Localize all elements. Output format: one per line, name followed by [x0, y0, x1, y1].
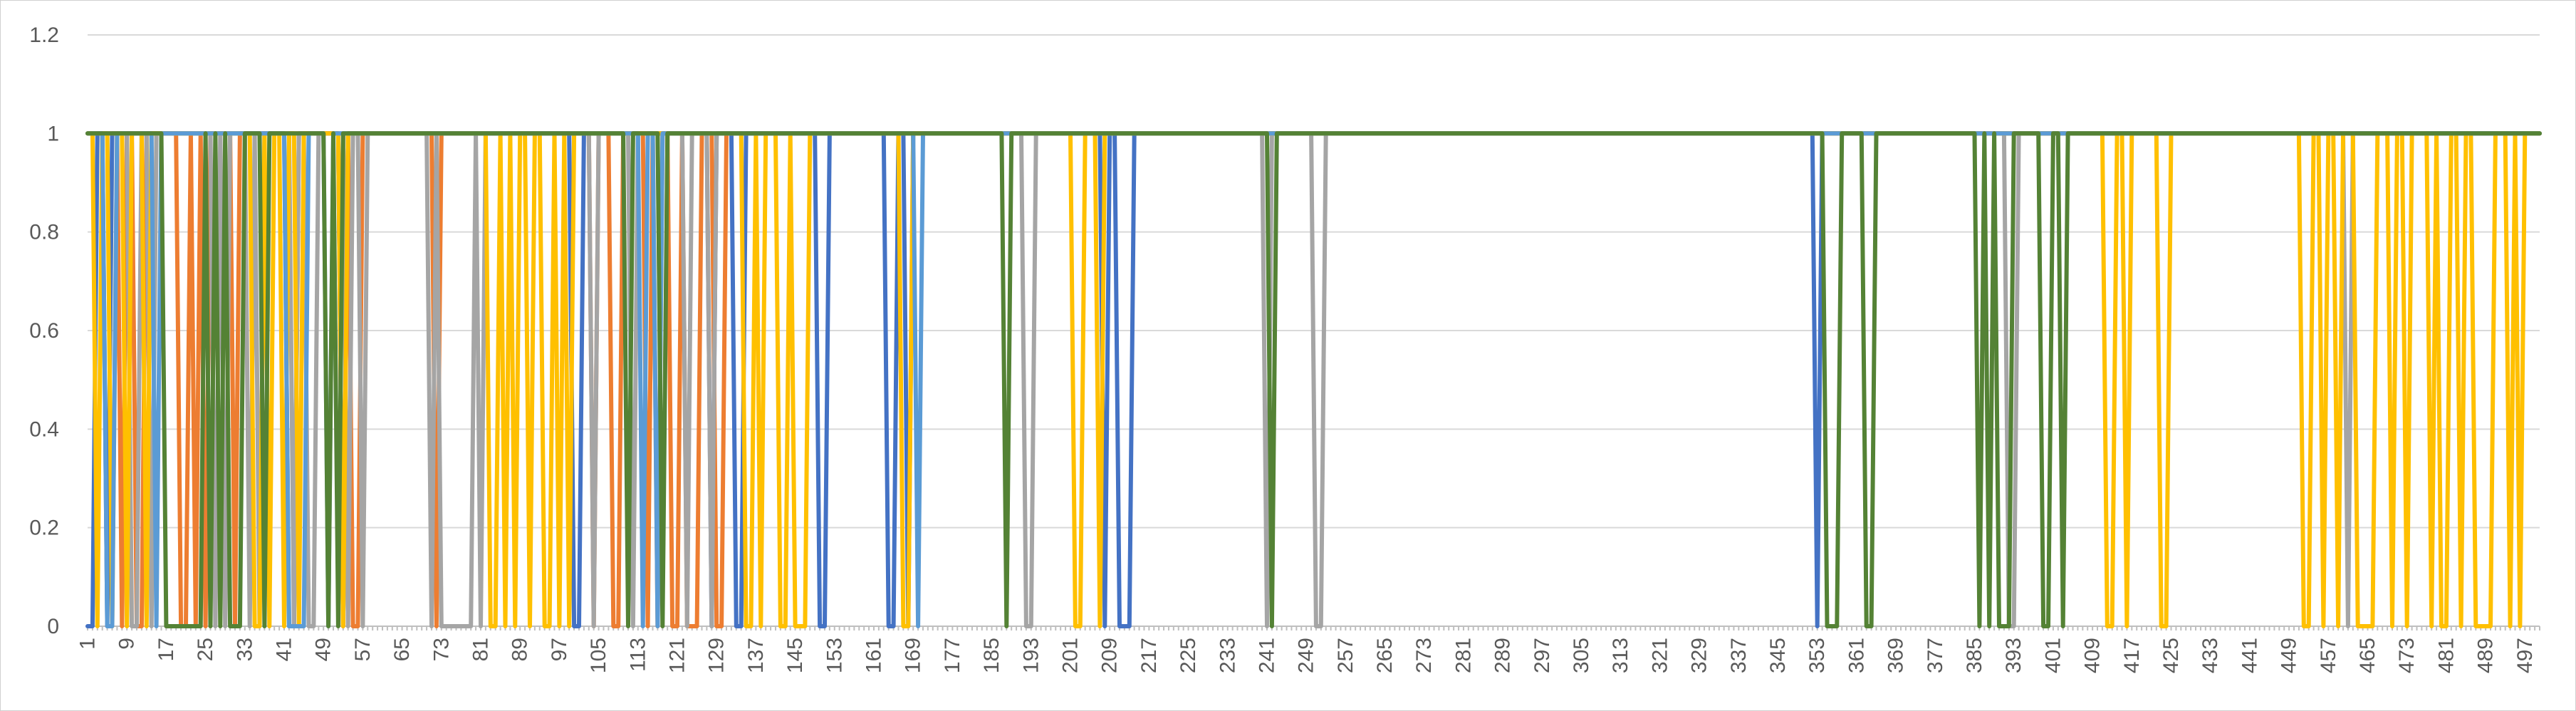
x-tick-label: 25: [194, 638, 217, 661]
x-tick-label: 465: [2356, 638, 2379, 673]
y-tick-label: 0.2: [29, 517, 59, 540]
x-tick-label: 281: [1451, 638, 1475, 673]
x-tick-label: 153: [823, 638, 846, 673]
x-tick-label: 473: [2395, 638, 2419, 673]
x-tick-label: 345: [1766, 638, 1790, 673]
x-tick-label: 233: [1216, 638, 1239, 673]
x-tick-label: 497: [2513, 638, 2537, 673]
x-tick-label: 9: [115, 638, 139, 650]
x-tick-label: 177: [941, 638, 964, 673]
x-tick-label: 305: [1570, 638, 1593, 673]
x-tick-label: 353: [1805, 638, 1829, 673]
x-tick-label: 409: [2081, 638, 2105, 673]
x-tick-label: 433: [2199, 638, 2222, 673]
x-tick-label: 241: [1255, 638, 1278, 673]
x-tick-label: 385: [1963, 638, 1986, 673]
x-tick-label: 17: [155, 638, 178, 661]
x-tick-label: 257: [1334, 638, 1357, 673]
x-tick-label: 129: [705, 638, 729, 673]
x-tick-label: 337: [1727, 638, 1751, 673]
x-tick-label: 393: [2002, 638, 2025, 673]
x-tick-label: 369: [1884, 638, 1908, 673]
x-tick-label: 145: [783, 638, 807, 673]
x-tick-label: 209: [1098, 638, 1122, 673]
x-tick-label: 441: [2238, 638, 2261, 673]
x-tick-label: 185: [980, 638, 1003, 673]
y-tick-label: 0.4: [29, 417, 59, 441]
x-tick-label: 65: [390, 638, 414, 661]
x-tick-label: 113: [626, 638, 650, 672]
x-tick-label: 329: [1688, 638, 1711, 673]
y-tick-label: 0.8: [29, 221, 59, 244]
x-tick-label: 217: [1137, 638, 1161, 673]
x-tick-label: 225: [1177, 638, 1200, 673]
x-tick-label: 361: [1845, 638, 1868, 673]
y-tick-label: 1.2: [29, 24, 59, 47]
x-tick-label: 201: [1058, 638, 1082, 673]
x-tick-label: 249: [1295, 638, 1318, 673]
x-tick-label: 417: [2120, 638, 2144, 673]
x-tick-label: 273: [1412, 638, 1436, 673]
x-tick-label: 73: [429, 638, 453, 661]
x-tick-label: 121: [665, 638, 689, 673]
y-tick-label: 1: [47, 122, 59, 145]
x-tick-label: 169: [902, 638, 925, 673]
x-tick-label: 105: [587, 638, 610, 673]
x-tick-label: 97: [548, 638, 571, 661]
x-tick-label: 41: [272, 638, 296, 661]
x-tick-label: 457: [2317, 638, 2340, 673]
x-tick-label: 401: [2041, 638, 2065, 673]
x-tick-label: 57: [351, 638, 375, 661]
x-tick-label: 49: [312, 638, 335, 661]
x-tick-label: 425: [2159, 638, 2183, 673]
x-tick-label: 265: [1373, 638, 1397, 673]
y-tick-label: 0: [47, 615, 59, 638]
x-tick-label: 161: [862, 638, 885, 673]
x-tick-label: 481: [2434, 638, 2458, 673]
series-line-6: [85, 131, 2542, 628]
x-tick-label: 89: [509, 638, 532, 661]
x-tick-label: 137: [744, 638, 768, 673]
x-tick-label: 313: [1609, 638, 1632, 673]
x-tick-label: 81: [469, 638, 492, 661]
x-tick-label: 321: [1648, 638, 1672, 673]
x-tick-label: 297: [1531, 638, 1554, 673]
x-tick-label: 33: [233, 638, 256, 661]
x-tick-label: 289: [1491, 638, 1515, 673]
x-tick-label: 193: [1019, 638, 1043, 673]
y-tick-label: 0.6: [29, 319, 59, 343]
x-tick-label: 1: [76, 638, 100, 650]
x-tick-label: 489: [2474, 638, 2498, 673]
x-tick-label: 377: [1924, 638, 1947, 673]
x-tick-label: 449: [2278, 638, 2301, 673]
